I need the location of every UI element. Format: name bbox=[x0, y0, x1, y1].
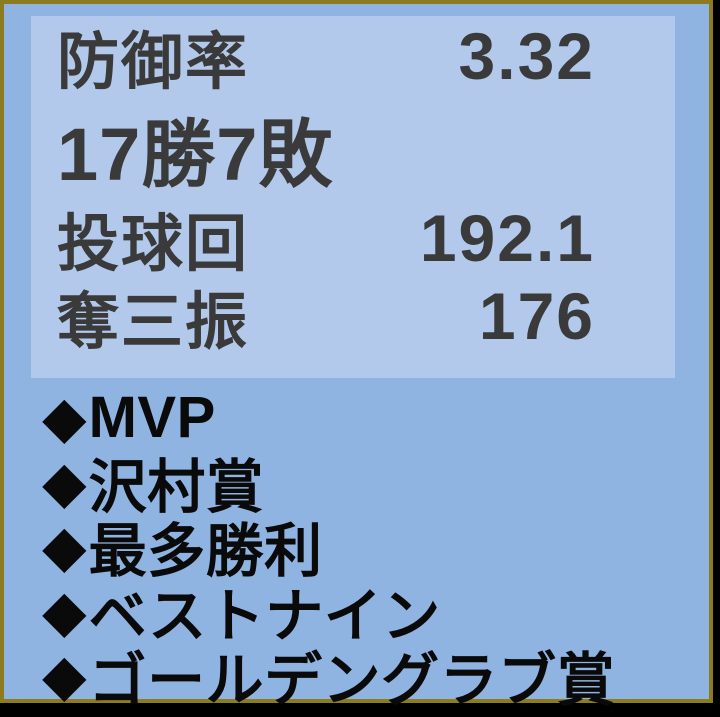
stat-row-era: 防御率 3.32 bbox=[57, 16, 595, 97]
list-item-award-mvp: ◆ MVP bbox=[42, 384, 689, 451]
diamond-bullet-icon: ◆ bbox=[42, 514, 87, 580]
player-stats-card: 防御率 3.32 17勝7敗 投球回 192.1 奪三振 176 ◆ MVP ◆… bbox=[0, 0, 713, 703]
award-label-sawamura: 沢村賞 bbox=[88, 454, 265, 520]
award-label-best-nine: ベストナイン bbox=[88, 583, 441, 649]
strikeouts-value: 176 bbox=[478, 279, 595, 353]
diamond-bullet-icon: ◆ bbox=[42, 578, 87, 644]
win-loss-record-label: 17勝7敗 bbox=[57, 112, 334, 196]
era-label: 防御率 bbox=[57, 28, 250, 97]
list-item-award-best-nine: ◆ ベストナイン bbox=[42, 578, 689, 649]
stat-row-strikeouts: 奪三振 176 bbox=[57, 276, 595, 357]
strikeouts-label: 奪三振 bbox=[57, 288, 250, 357]
pitching-stats-panel: 防御率 3.32 17勝7敗 投球回 192.1 奪三振 176 bbox=[31, 16, 675, 378]
diamond-bullet-icon: ◆ bbox=[42, 385, 87, 451]
list-item-award-most-wins: ◆ 最多勝利 bbox=[42, 514, 689, 584]
innings-pitched-value: 192.1 bbox=[419, 201, 595, 275]
award-label-mvp: MVP bbox=[88, 384, 216, 450]
award-label-most-wins: 最多勝利 bbox=[88, 519, 323, 585]
diamond-bullet-icon: ◆ bbox=[42, 449, 87, 515]
award-label-golden-glove: ゴールデングラブ賞 bbox=[88, 648, 616, 714]
list-item-award-sawamura: ◆ 沢村賞 bbox=[42, 449, 689, 520]
awards-list: ◆ MVP ◆ 沢村賞 ◆ 最多勝利 ◆ ベストナイン ◆ ゴールデングラブ賞 bbox=[42, 384, 689, 714]
innings-pitched-label: 投球回 bbox=[57, 210, 250, 279]
stat-row-win-loss-record: 17勝7敗 bbox=[57, 96, 595, 200]
list-item-award-golden-glove: ◆ ゴールデングラブ賞 bbox=[42, 643, 689, 713]
diamond-bullet-icon: ◆ bbox=[42, 643, 87, 709]
stat-row-innings-pitched: 投球回 192.1 bbox=[57, 200, 595, 279]
era-value: 3.32 bbox=[458, 19, 595, 93]
